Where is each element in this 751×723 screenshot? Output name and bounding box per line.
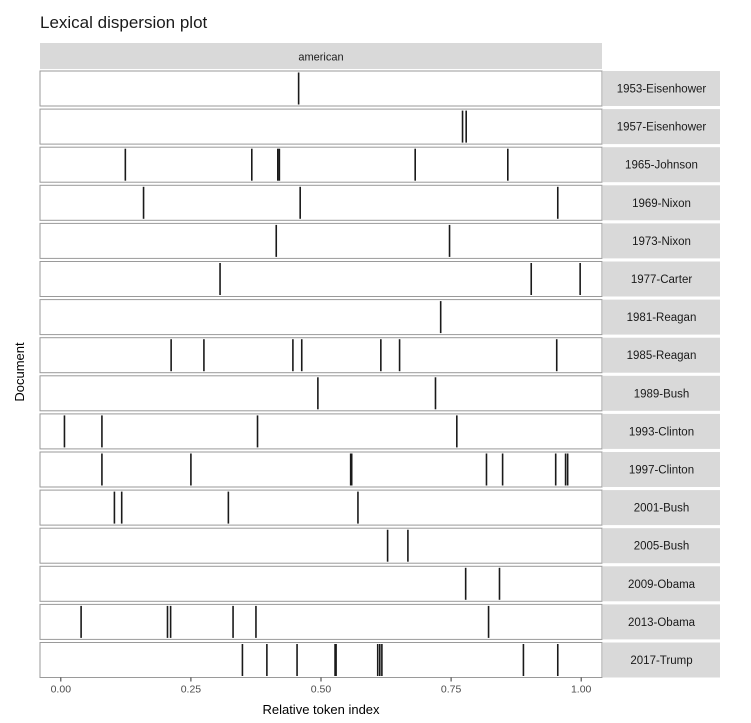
document-strip xyxy=(603,375,720,411)
document-strip xyxy=(603,337,720,373)
document-panel: 2009-Obama xyxy=(39,565,720,602)
document-label: 1957-Eisenhower xyxy=(617,122,707,134)
document-label: 2013-Obama xyxy=(628,617,696,629)
document-panel: 1977-Carter xyxy=(39,261,720,297)
document-strip xyxy=(603,490,720,526)
document-panel: 1993-Clinton xyxy=(39,413,720,450)
panel-background xyxy=(39,375,603,412)
document-panel: 1969-Nixon xyxy=(39,184,720,221)
document-strip xyxy=(603,185,720,221)
document-panel: 2005-Bush xyxy=(39,527,720,564)
document-strip xyxy=(603,223,720,259)
panel-background xyxy=(39,108,603,145)
document-panel: 2013-Obama xyxy=(39,603,720,640)
x-axis: 0.00 0.25 0.50 0.75 1.00 xyxy=(51,677,592,696)
panel-background xyxy=(39,222,603,259)
panel-background xyxy=(39,70,603,107)
document-label: 1977-Carter xyxy=(631,274,693,286)
chart-title: Lexical dispersion plot xyxy=(40,13,208,32)
document-strip xyxy=(603,642,720,678)
document-panel: 1957-Eisenhower xyxy=(39,108,720,145)
document-strip xyxy=(603,147,720,183)
document-panel: 1973-Nixon xyxy=(39,222,720,259)
document-label: 2017-Trump xyxy=(630,655,692,667)
x-tick-label: 0.25 xyxy=(181,684,202,696)
x-axis-title: Relative token index xyxy=(262,702,380,717)
document-strip xyxy=(603,566,720,602)
document-panel: 2017-Trump xyxy=(39,642,720,678)
panel-background xyxy=(39,261,603,297)
panel-background xyxy=(39,413,603,450)
document-strip xyxy=(603,604,720,640)
document-panel: 1981-Reagan xyxy=(39,299,720,336)
panel-background xyxy=(39,489,603,526)
document-panel: 1997-Clinton xyxy=(39,451,720,488)
document-label: 1969-Nixon xyxy=(632,198,691,210)
document-label: 1981-Reagan xyxy=(627,312,697,324)
document-label: 1993-Clinton xyxy=(629,426,694,438)
x-tick-label: 1.00 xyxy=(571,684,592,696)
document-panel: 1953-Eisenhower xyxy=(39,70,720,107)
document-strip xyxy=(603,261,720,297)
document-label: 1953-Eisenhower xyxy=(617,84,707,96)
panel-background xyxy=(39,146,603,183)
facet-strip xyxy=(40,43,602,69)
document-strip xyxy=(603,71,720,106)
document-label: 1973-Nixon xyxy=(632,236,691,248)
document-panel: 2001-Bush xyxy=(39,489,720,526)
document-strip xyxy=(603,528,720,564)
panel-background xyxy=(39,299,603,336)
panels: 1953-Eisenhower 1957-Eisenhower 1965-Johns… xyxy=(39,70,720,678)
document-label: 1989-Bush xyxy=(634,388,690,400)
document-panel: 1985-Reagan xyxy=(39,337,720,374)
facet-label: american xyxy=(298,52,343,64)
x-tick-label: 0.75 xyxy=(441,684,462,696)
document-panel: 1965-Johnson xyxy=(39,146,720,183)
document-panel: 1989-Bush xyxy=(39,375,720,412)
panel-background xyxy=(39,337,603,374)
document-strip xyxy=(603,413,720,449)
x-tick-label: 0.50 xyxy=(311,684,332,696)
panel-background xyxy=(39,565,603,602)
document-label: 1965-Johnson xyxy=(625,160,698,172)
panel-background xyxy=(39,642,603,678)
document-label: 2009-Obama xyxy=(628,579,696,591)
document-label: 2005-Bush xyxy=(634,541,690,553)
document-strip xyxy=(603,299,720,335)
document-label: 1985-Reagan xyxy=(627,350,697,362)
document-label: 1997-Clinton xyxy=(629,465,694,477)
panel-background xyxy=(39,603,603,640)
document-strip xyxy=(603,109,720,145)
document-strip xyxy=(603,452,720,487)
panel-background xyxy=(39,451,603,488)
document-label: 2001-Bush xyxy=(634,503,690,515)
x-tick-label: 0.00 xyxy=(51,684,72,696)
y-axis-title: Document xyxy=(12,342,27,402)
panel-background xyxy=(39,527,603,564)
panel-background xyxy=(39,184,603,221)
